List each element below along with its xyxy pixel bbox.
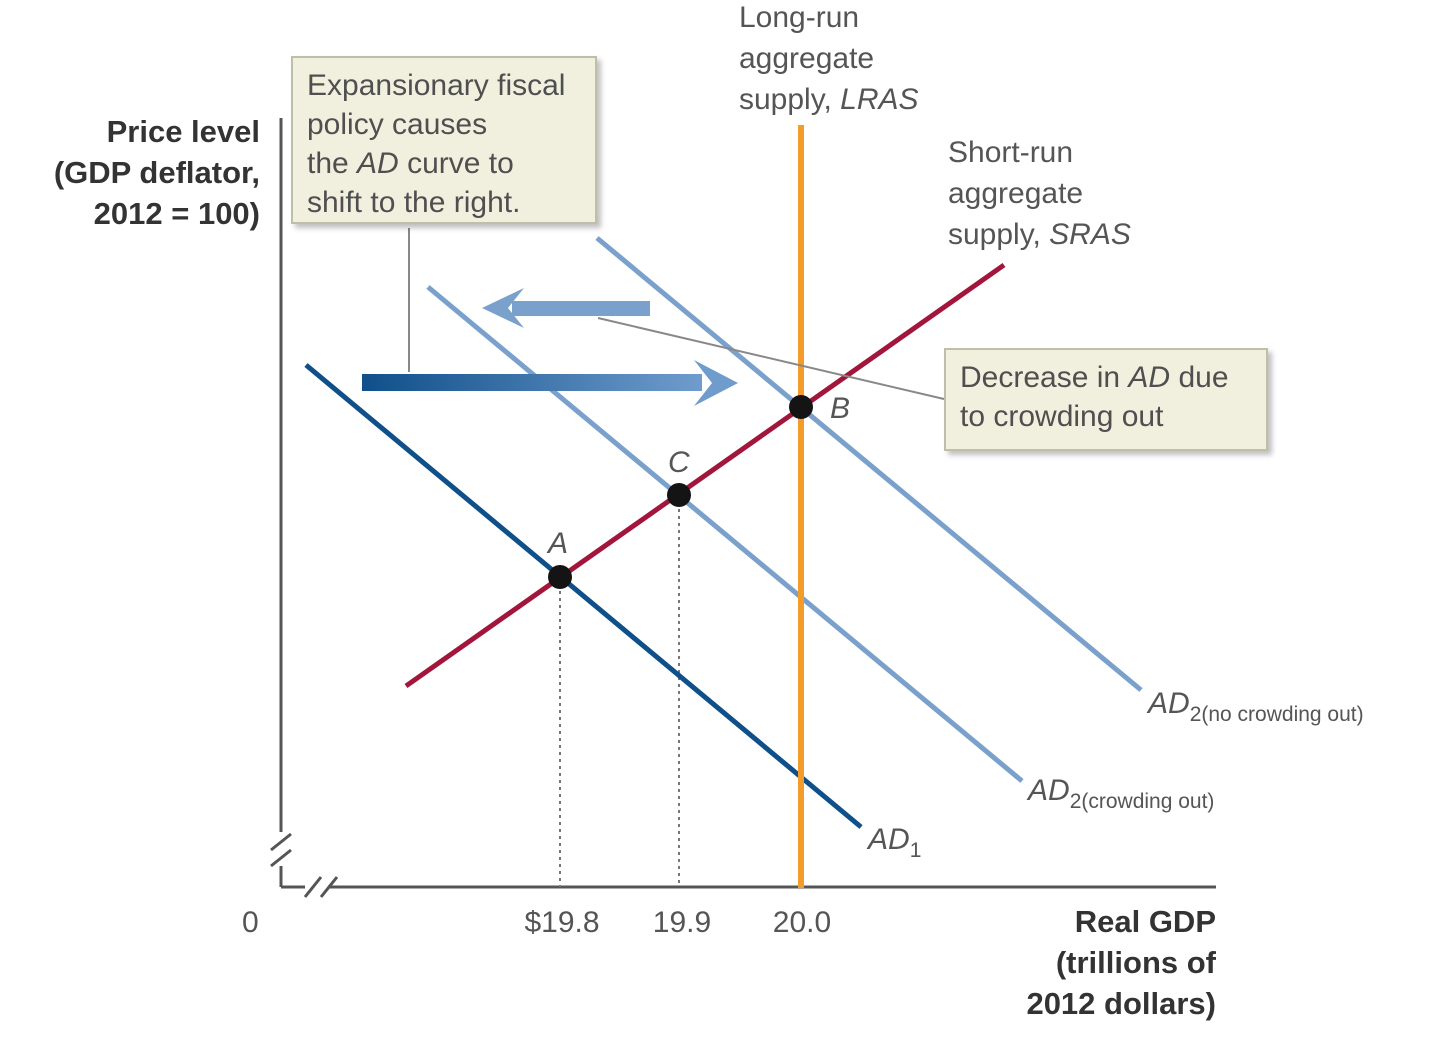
y-axis-label: Price level (GDP deflator, 2012 = 100): [54, 114, 260, 231]
lras-label: Long-run aggregate supply, LRAS: [739, 1, 919, 116]
sras-curve: [404, 262, 1006, 689]
crowding-callout-line: to crowding out: [960, 400, 1164, 433]
ad2-crowding-label: AD2(crowding out): [1026, 774, 1214, 813]
expansion-callout: Expansionary fiscal policy causes the AD…: [291, 56, 597, 224]
x-tick-label: 20.0: [773, 906, 831, 939]
sras-label-line: Short-run: [948, 136, 1073, 169]
expansion-callout-line: shift to the right.: [307, 186, 521, 219]
axes: [270, 118, 1216, 898]
point-c-marker: [667, 483, 691, 507]
y-axis-break: [270, 832, 292, 868]
origin-label: 0: [242, 906, 259, 939]
ad1-label: AD1: [866, 823, 921, 862]
ad2-no-crowding-label: AD2(no crowding out): [1146, 687, 1364, 726]
lras-label-line: Long-run: [739, 1, 859, 34]
x-tick-label: 19.9: [653, 906, 711, 939]
expansion-callout-line: policy causes: [307, 108, 488, 141]
lras-label-line: aggregate: [739, 42, 874, 75]
ad2-crowding-curve: [426, 285, 1024, 783]
point-c-label: C: [668, 446, 690, 479]
left-shift-arrow: [482, 288, 650, 328]
sras-label-line: supply, SRAS: [948, 218, 1131, 251]
x-axis-label: Real GDP (trillions of 2012 dollars): [1026, 904, 1216, 1021]
x-tick-label: $19.8: [524, 906, 599, 939]
point-a-label: A: [546, 527, 568, 560]
sras-label-line: aggregate: [948, 177, 1083, 210]
crowding-callout-line: Decrease in AD due: [960, 361, 1229, 394]
crowding-out-callout: Decrease in AD due to crowding out: [944, 348, 1268, 451]
ad2-no-crowding-curve: [595, 236, 1143, 692]
sras-label: Short-run aggregate supply, SRAS: [948, 136, 1131, 251]
x-axis-label-line: Real GDP: [1075, 904, 1216, 939]
y-axis-label-line: 2012 = 100): [94, 196, 260, 231]
ad1-curve: [304, 363, 863, 829]
expansion-callout-line: the AD curve to: [307, 147, 514, 180]
expansion-callout-line: Expansionary fiscal: [307, 69, 566, 102]
y-axis-label-line: Price level: [107, 114, 260, 149]
x-axis-label-line: (trillions of: [1056, 945, 1217, 980]
x-axis-label-line: 2012 dollars): [1026, 986, 1216, 1021]
point-b-marker: [789, 395, 813, 419]
right-shift-arrow: [362, 360, 738, 406]
point-a-marker: [548, 565, 572, 589]
lras-label-line: supply, LRAS: [739, 83, 919, 116]
point-b-label: B: [830, 392, 850, 425]
callout-leader-crowding: [597, 317, 945, 400]
y-axis-label-line: (GDP deflator,: [54, 155, 260, 190]
